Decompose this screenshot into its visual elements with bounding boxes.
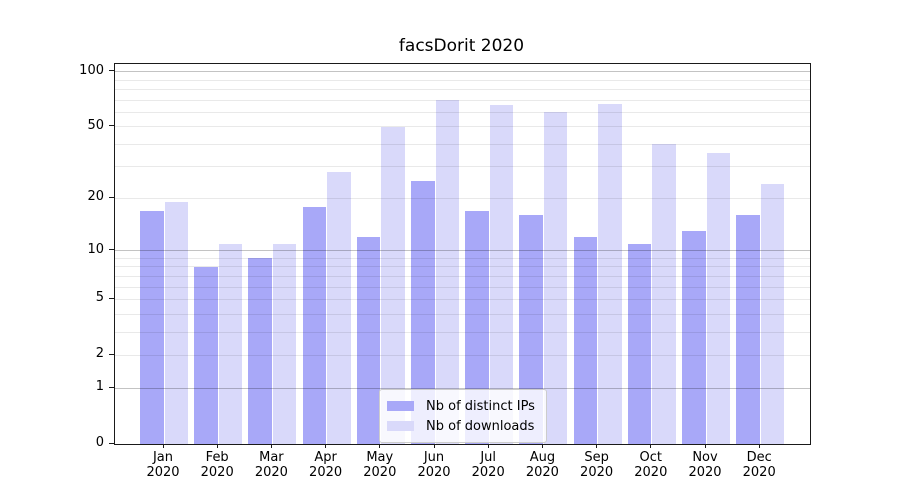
- y-tick-2: [109, 353, 114, 355]
- bar-downloads-Jul-2020: [489, 104, 514, 444]
- bar-distinct-ips-Mar-2020: [248, 258, 272, 444]
- bar-downloads-Mar-2020: [272, 243, 297, 444]
- x-tick-label-Feb: Feb 2020: [200, 450, 234, 480]
- bar-distinct-ips-Jun-2020: [411, 181, 435, 444]
- legend-swatch-distinct-ips: [387, 401, 414, 411]
- bar-downloads-Jan-2020: [164, 202, 188, 444]
- x-tick-label-Jan: Jan 2020: [146, 450, 180, 480]
- y-tick-label-100: 100: [79, 62, 104, 78]
- bar-downloads-Feb-2020: [218, 243, 243, 444]
- legend-label-downloads: Nb of downloads: [426, 418, 535, 434]
- bar-distinct-ips-Aug-2020: [519, 215, 543, 444]
- gridline-minor-80: [115, 88, 810, 90]
- x-tick-Jan: [162, 444, 164, 448]
- bar-downloads-Apr-2020: [327, 172, 351, 444]
- x-tick-label-Apr: Apr 2020: [309, 450, 343, 480]
- y-tick-20: [109, 196, 114, 198]
- plot-area: Nb of distinct IPs Nb of downloads: [114, 63, 811, 445]
- x-tick-label-May: May 2020: [363, 450, 397, 480]
- bar-downloads-Aug-2020: [543, 112, 568, 444]
- bar-distinct-ips-May-2020: [356, 237, 381, 444]
- x-tick-May: [379, 444, 381, 448]
- gridline-minor-50: [115, 126, 810, 128]
- x-tick-label-Jul: Jul 2020: [471, 450, 505, 480]
- x-tick-Feb: [216, 444, 218, 448]
- x-tick-label-Aug: Aug 2020: [525, 450, 559, 480]
- legend-row-distinct-ips: Nb of distinct IPs: [387, 396, 538, 416]
- x-tick-label-Nov: Nov 2020: [688, 450, 722, 480]
- legend-label-distinct-ips: Nb of distinct IPs: [426, 398, 535, 414]
- bar-distinct-ips-Sep-2020: [573, 237, 598, 444]
- x-tick-Jul: [487, 444, 489, 448]
- y-tick-label-5: 5: [95, 290, 104, 306]
- bar-distinct-ips-Jul-2020: [465, 210, 489, 444]
- gridline-minor-40: [115, 143, 810, 145]
- y-tick-5: [109, 297, 114, 299]
- legend-swatch-downloads: [387, 421, 414, 431]
- gridline-major-100: [115, 71, 810, 73]
- y-tick-label-1: 1: [95, 379, 104, 395]
- x-tick-Mar: [270, 444, 272, 448]
- x-tick-label-Sep: Sep 2020: [580, 450, 614, 480]
- y-tick-1: [109, 386, 114, 388]
- x-tick-Apr: [325, 444, 327, 448]
- x-tick-Nov: [704, 444, 706, 448]
- bar-downloads-Jun-2020: [435, 100, 459, 444]
- x-tick-label-Oct: Oct 2020: [634, 450, 668, 480]
- y-tick-label-10: 10: [87, 241, 104, 257]
- y-tick-label-50: 50: [87, 117, 104, 133]
- x-tick-Aug: [541, 444, 543, 448]
- bar-downloads-Nov-2020: [706, 152, 730, 444]
- y-tick-100: [109, 70, 114, 72]
- bar-distinct-ips-Apr-2020: [302, 206, 327, 444]
- x-tick-label-Mar: Mar 2020: [254, 450, 288, 480]
- x-tick-label-Dec: Dec 2020: [742, 450, 776, 480]
- legend: Nb of distinct IPs Nb of downloads: [379, 389, 547, 443]
- bar-downloads-May-2020: [381, 126, 405, 444]
- y-tick-label-20: 20: [87, 189, 104, 205]
- legend-row-downloads: Nb of downloads: [387, 416, 538, 436]
- bar-distinct-ips-Oct-2020: [627, 243, 652, 444]
- x-tick-label-Jun: Jun 2020: [417, 450, 451, 480]
- bar-downloads-Oct-2020: [652, 144, 676, 444]
- y-tick-50: [109, 125, 114, 127]
- bar-downloads-Dec-2020: [760, 184, 785, 444]
- bar-distinct-ips-Jan-2020: [140, 210, 164, 444]
- bar-distinct-ips-Feb-2020: [194, 266, 218, 444]
- bar-distinct-ips-Nov-2020: [682, 231, 706, 444]
- bar-downloads-Sep-2020: [598, 103, 622, 444]
- y-tick-0: [109, 442, 114, 444]
- bar-distinct-ips-Dec-2020: [736, 215, 760, 444]
- x-tick-Dec: [758, 444, 760, 448]
- x-tick-Jun: [433, 444, 435, 448]
- y-tick-label-0: 0: [95, 435, 104, 450]
- chart-title: facsDorit 2020: [398, 36, 525, 56]
- x-tick-Sep: [596, 444, 598, 448]
- x-tick-Oct: [650, 444, 652, 448]
- y-tick-label-2: 2: [95, 346, 104, 362]
- gridline-minor-90: [115, 79, 810, 81]
- gridline-minor-70: [115, 99, 810, 101]
- y-tick-10: [109, 249, 114, 251]
- gridline-minor-60: [115, 111, 810, 113]
